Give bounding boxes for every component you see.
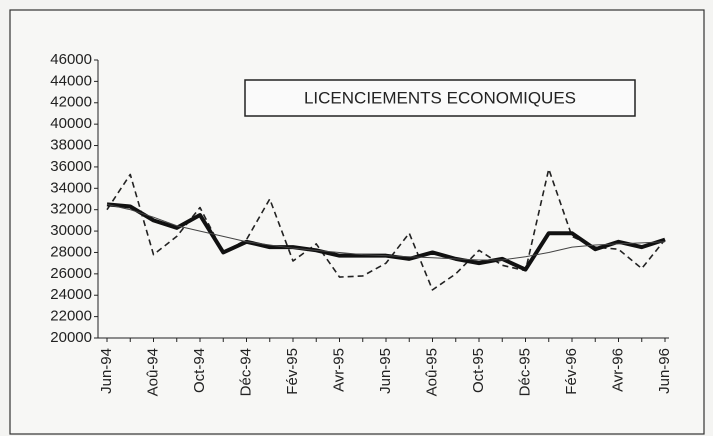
title-box xyxy=(244,79,636,117)
y-tick-label: 34000 xyxy=(50,179,92,196)
y-tick-label: 42000 xyxy=(50,94,92,111)
x-tick-label: Avr-95 xyxy=(330,348,347,392)
y-tick-label: 32000 xyxy=(50,201,92,218)
x-tick-label: Jun-96 xyxy=(656,348,673,394)
y-tick-label: 28000 xyxy=(50,243,92,260)
y-tick-label: 38000 xyxy=(50,137,92,154)
line-series xyxy=(106,203,666,261)
x-tick-label: Jun-94 xyxy=(98,348,115,394)
x-tick-label: Jun-95 xyxy=(377,348,394,394)
y-tick-label: 36000 xyxy=(50,158,92,175)
y-tick-label: 20000 xyxy=(50,329,92,346)
line-series xyxy=(106,168,666,291)
y-tick-label: 40000 xyxy=(50,115,92,132)
y-tick-label: 22000 xyxy=(50,308,92,325)
x-tick-label: Avr-96 xyxy=(609,348,626,392)
x-tick-label: Déc-95 xyxy=(516,348,533,396)
x-tick-label: Aoû-94 xyxy=(144,348,161,396)
y-tick-label: 46000 xyxy=(50,51,92,68)
y-tick-label: 24000 xyxy=(50,286,92,303)
x-tick-label: Aoû-95 xyxy=(423,348,440,396)
x-tick-label: Fév-95 xyxy=(284,348,301,395)
x-tick-label: Fév-96 xyxy=(563,348,580,395)
y-tick-label: 30000 xyxy=(50,222,92,239)
y-tick-label: 26000 xyxy=(50,265,92,282)
x-tick-label: Oct-94 xyxy=(191,348,208,393)
chart-title: LICENCIEMENTS ECONOMIQUES xyxy=(304,88,576,107)
y-tick-label: 44000 xyxy=(50,72,92,89)
x-tick-label: Oct-95 xyxy=(470,348,487,393)
x-tick-label: Déc-94 xyxy=(237,348,254,396)
